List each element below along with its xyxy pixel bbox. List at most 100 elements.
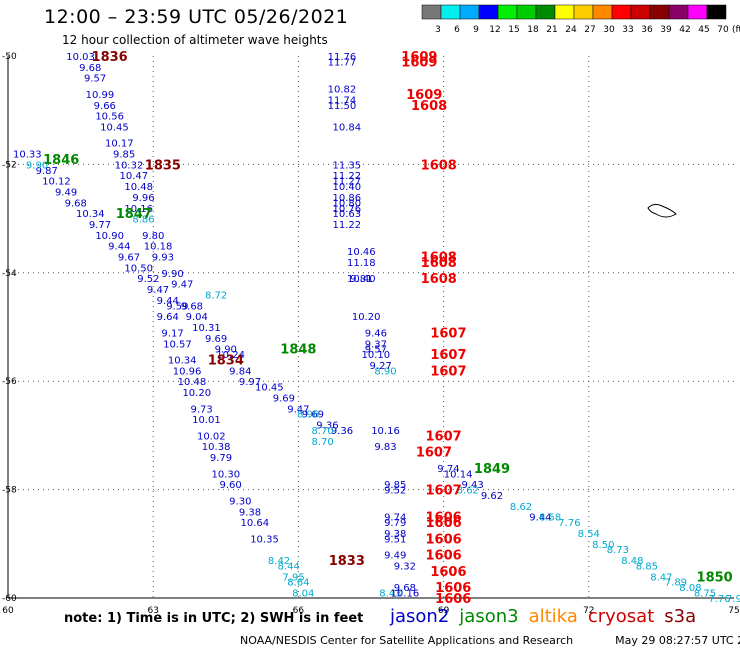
- wave-height-label: 9.57: [84, 74, 106, 85]
- pass-time-label: 1609: [406, 88, 442, 103]
- wave-height-label: 11.18: [347, 258, 376, 269]
- wave-height-label: 9.47: [147, 285, 169, 296]
- wave-height-label: 10.96: [173, 366, 202, 377]
- wave-height-label: 9.44: [529, 513, 551, 524]
- wave-height-label: 7.76: [558, 518, 580, 529]
- wave-height-label: 10.45: [255, 383, 284, 394]
- pass-time-label: 1607: [416, 446, 452, 461]
- wave-height-label: 9.79: [384, 518, 406, 529]
- y-tick-label: -54: [2, 269, 17, 279]
- wave-height-label: 9.69: [205, 334, 227, 345]
- wave-height-label: 9.57: [365, 345, 387, 356]
- x-tick-label: 72: [583, 606, 594, 616]
- wave-height-label: 10.84: [332, 122, 361, 133]
- satellite-legend-s3a: s3a: [664, 606, 697, 627]
- wave-height-label: 9.60: [220, 480, 242, 491]
- wave-height-label: 8.42: [268, 556, 290, 567]
- wave-height-label: 9.64: [157, 312, 179, 323]
- page-title: 12:00 – 23:59 UTC 05/26/2021: [44, 6, 349, 28]
- wave-height-label: 8.44: [278, 561, 300, 572]
- wave-height-label: 11.22: [332, 171, 361, 182]
- island-outline: [647, 203, 677, 218]
- wave-height-label: 10.76: [332, 204, 361, 215]
- wave-height-label: 10.50: [124, 263, 153, 274]
- wave-height-label: 8.70: [311, 426, 333, 437]
- wave-height-label: 9.04: [186, 312, 208, 323]
- colorbar-label: 21: [546, 25, 557, 35]
- wave-height-label: 9.68: [79, 63, 101, 74]
- wave-height-label: 8.73: [607, 545, 629, 556]
- x-tick-label: 75: [728, 606, 739, 616]
- wave-height-label: 9.49: [55, 188, 77, 199]
- wave-height-label: 7.95: [282, 572, 304, 583]
- wave-height-label: 9.85: [384, 480, 406, 491]
- wave-height-label: 9.46: [365, 328, 387, 339]
- wave-height-label: 9.97: [239, 377, 261, 388]
- wave-height-label: 10.90: [95, 231, 124, 242]
- wave-height-label: 10.30: [211, 469, 240, 480]
- wave-height-label: 11.50: [328, 101, 357, 112]
- wave-height-label: 8.47: [650, 572, 672, 583]
- footer: NOAA/NESDIS Center for Satellite Applica…: [240, 634, 740, 647]
- colorbar-swatch: [706, 4, 727, 20]
- wave-height-label: 8.43: [379, 589, 401, 600]
- pass-time-label: 1608: [421, 256, 457, 271]
- satellite-legend-altika: altika: [528, 606, 578, 627]
- colorbar-label: 39: [660, 25, 672, 35]
- wave-height-label: 9.32: [394, 561, 416, 572]
- colorbar-label: 24: [565, 25, 577, 35]
- satellite-legend-jason3: jason3: [459, 606, 519, 627]
- pass-time-label: 1836: [92, 50, 128, 65]
- colorbar-swatch: [611, 4, 632, 20]
- wave-height-label: 10.32: [115, 160, 144, 171]
- wave-height-label: 10.86: [332, 193, 361, 204]
- wave-height-label: 8.72: [205, 290, 227, 301]
- wave-height-label: 7.9: [726, 594, 740, 605]
- wave-height-label: 9.90: [161, 269, 183, 280]
- colorbar-swatch: [497, 4, 518, 20]
- colorbar-swatch: [649, 4, 670, 20]
- wave-height-label: 9.44: [157, 296, 179, 307]
- wave-height-label: 10.16: [124, 204, 153, 215]
- wave-height-label: 10.16: [371, 426, 400, 437]
- colorbar-swatch: [516, 4, 537, 20]
- wave-height-label: 9.49: [384, 551, 406, 562]
- wave-height-label: 8.08: [679, 583, 701, 594]
- pass-time-label: 1834: [208, 354, 244, 369]
- wave-height-label: 9.17: [161, 328, 183, 339]
- wave-height-label: 9.51: [384, 534, 406, 545]
- wave-height-label: 10.03: [66, 52, 95, 63]
- wave-height-label: 9.93: [152, 253, 174, 264]
- wave-height-label: 11.77: [328, 57, 357, 68]
- wave-height-label: 10.57: [163, 339, 192, 350]
- colorbar-label: 6: [454, 25, 460, 35]
- wave-height-label: 10.63: [332, 209, 361, 220]
- wave-height-label: 9.87: [36, 166, 58, 177]
- pass-time-label: 1609: [401, 55, 437, 70]
- wave-height-label: 10.20: [182, 388, 211, 399]
- wave-height-label: 10.46: [347, 247, 376, 258]
- pass-time-label: 1607: [426, 484, 462, 499]
- wave-height-label: 11.35: [332, 160, 361, 171]
- wave-height-label: 8.75: [694, 589, 716, 600]
- colorbar-label: 42: [679, 25, 690, 35]
- wave-height-label: 10.82: [328, 85, 357, 96]
- wave-height-label: 9.52: [137, 274, 159, 285]
- pass-time-label: 1608: [421, 158, 457, 173]
- wave-height-label: 9.62: [481, 491, 503, 502]
- wave-height-label: 10.56: [95, 112, 124, 123]
- wave-height-label: 8.48: [621, 556, 643, 567]
- wave-height-label: 9.83: [374, 442, 396, 453]
- y-tick-label: -52: [2, 160, 17, 170]
- colorbar-swatch: [554, 4, 575, 20]
- wave-height-label: 9.85: [113, 150, 135, 161]
- pass-time-label: 1606: [430, 565, 466, 580]
- colorbar-label: 36: [641, 25, 653, 35]
- wave-height-label: 9.80: [142, 231, 164, 242]
- wave-height-label: 10.45: [100, 122, 129, 133]
- colorbar-label: 33: [622, 25, 633, 35]
- wave-height-label: 10.18: [144, 242, 173, 253]
- satellite-legend: jason2 jason3 altika cryosat s3a: [390, 606, 706, 627]
- wave-height-label: 8.90: [374, 366, 396, 377]
